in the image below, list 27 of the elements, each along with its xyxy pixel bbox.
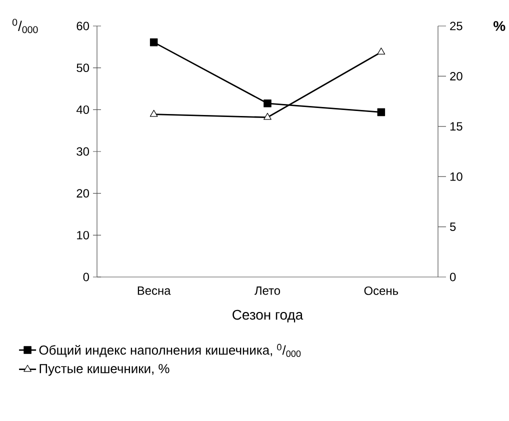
y2-tick-label: 0 (450, 272, 456, 282)
y2-tick-label: 20 (450, 72, 462, 80)
y-tick-label: 0 (83, 272, 90, 282)
point (150, 38, 158, 46)
x-tick-label: Лето (254, 286, 280, 295)
point (150, 110, 158, 117)
y-tick-label: 60 (76, 22, 90, 30)
legend-label: Общий индекс наполнения кишечника, $^{0}$/$_{000}$ (39, 344, 301, 358)
y-tick-label: 30 (76, 147, 90, 156)
x-tick-label: Осень (364, 286, 398, 295)
x-axis-title: Сезон года (232, 310, 304, 322)
x-tick-label: Весна (138, 286, 171, 295)
y-tick-label: 20 (76, 189, 90, 198)
y2-tick-label: 25 (450, 22, 462, 30)
y-tick-label: 10 (77, 230, 90, 240)
y-axis-title: $^{0}$/$_{000}$ (12, 18, 38, 34)
y2-tick-label: 15 (450, 122, 462, 131)
y-tick-label: 50 (76, 64, 90, 72)
point (264, 112, 272, 120)
point (377, 108, 386, 116)
legend-label: Пустые кишечники, % (40, 364, 170, 376)
y-tick-label: 40 (76, 105, 90, 114)
y2-tick-label: 10 (450, 172, 462, 181)
point (377, 48, 386, 54)
y2-axis-title: % (494, 21, 506, 31)
y2-tick-label: 5 (450, 222, 456, 231)
point (264, 100, 272, 108)
